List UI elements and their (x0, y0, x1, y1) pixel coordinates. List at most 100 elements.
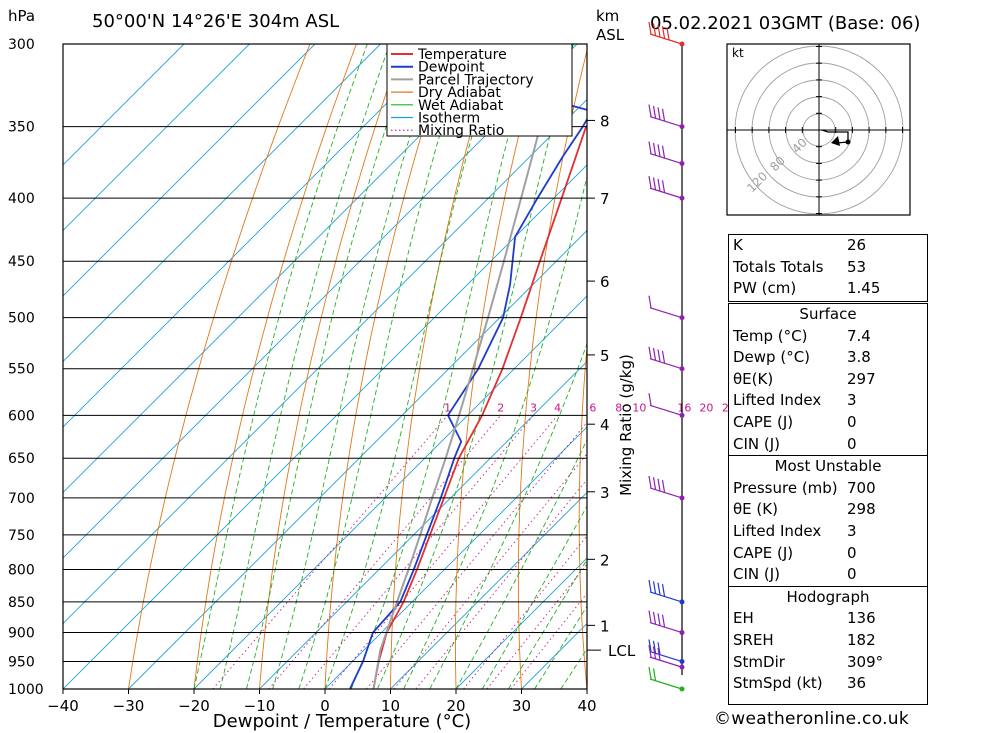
wind-barb-dot (679, 124, 685, 130)
most-unstable-label: θE (K) (733, 500, 778, 519)
wind-barb-flag (648, 104, 652, 117)
wind-barb-shaft (649, 650, 683, 663)
x-tick-label: −20 (178, 697, 210, 715)
mixing-ratio-line (366, 421, 587, 689)
surface-label: Temp (°C) (733, 326, 808, 345)
hodograph-stat-value: 36 (847, 674, 867, 693)
wind-barb-flag (652, 23, 657, 36)
isotherm-line (63, 44, 381, 363)
surface-value: 0 (847, 412, 857, 431)
hodograph-stat-label: SREH (733, 630, 774, 649)
mixing-ratio-line (415, 478, 587, 689)
wind-barb-flag (657, 24, 661, 37)
surface-value: 3.8 (847, 348, 871, 367)
wind-barb-dot (679, 195, 685, 201)
x-tick-label: −40 (47, 697, 79, 715)
mixing-ratio-line (303, 415, 534, 689)
hodograph-stats-section: Hodograph EH 136 SREH 182 StmDir 309° StmSpd (… (729, 585, 927, 695)
most-unstable-row: θE (K) 298 (729, 499, 927, 521)
index-row: K 26 (729, 235, 927, 257)
lcl-label: LCL (608, 642, 636, 660)
most-unstable-label: CAPE (J) (733, 543, 794, 562)
pressure-tick-label: 900 (8, 626, 35, 642)
most-unstable-row: CIN (J) 0 (729, 564, 927, 586)
pressure-tick-label: 350 (8, 120, 35, 136)
most-unstable-row: Pressure (mb) 700 (729, 478, 927, 500)
wind-barb-dot (679, 412, 685, 418)
index-row: PW (cm) 1.45 (729, 278, 927, 300)
wind-barb-flag (648, 610, 652, 623)
pressure-tick-label: 650 (8, 451, 35, 467)
legend-label: Wet Adiabat (418, 98, 504, 114)
wind-barb-flag (648, 666, 652, 680)
wind-barb-flag (657, 349, 661, 362)
wind-barb (648, 346, 685, 372)
height-tick-label: 8 (600, 112, 610, 130)
wind-barb-shaft (649, 33, 683, 45)
wind-barb-flag (648, 176, 652, 189)
wind-barb-flag (648, 393, 652, 406)
surface-label: Dewp (°C) (733, 348, 811, 367)
x-tick-label: 20 (446, 697, 465, 715)
wind-barb (648, 295, 685, 321)
wet-adiabat-line (455, 438, 587, 689)
surface-row: θE(K) 297 (729, 369, 927, 391)
wind-barb-dot (679, 664, 685, 670)
index-label: K (733, 236, 743, 254)
index-label: Totals Totals (733, 257, 824, 276)
isotherm-line (193, 295, 587, 689)
index-row: Totals Totals 53 (729, 257, 927, 279)
surface-row: Lifted Index 3 (729, 390, 927, 412)
wind-barb-dot (679, 599, 685, 605)
legend-label: Dewpoint (418, 60, 485, 76)
isotherm-line (63, 44, 250, 232)
mixing-ratio-line (328, 415, 558, 689)
wind-barb-flag (657, 178, 661, 192)
mixing-ratio-label: 20 (699, 401, 713, 414)
x-tick-label: −30 (113, 697, 145, 715)
wet-adiabat-line (298, 44, 468, 689)
pressure-tick-label: 850 (8, 595, 35, 611)
wind-barb-shaft (649, 621, 683, 634)
wind-barb (648, 610, 685, 636)
hodograph-stat-value: 182 (847, 630, 876, 649)
dry-adiabat-line (695, 44, 728, 689)
height-tick-label: 3 (600, 484, 610, 502)
location-title: 50°00'N 14°26'E 304m ASL (92, 11, 339, 32)
wind-barb-flag (652, 611, 657, 625)
isotherm-line (63, 44, 578, 559)
wind-barb-flag (661, 480, 666, 493)
index-value: 26 (847, 236, 867, 254)
wet-adiabat-line (376, 44, 574, 689)
dry-adiabat-line (128, 44, 311, 689)
wet-adiabat-line (272, 44, 440, 689)
wind-barb-dot (679, 686, 685, 692)
copyright-footer: ©weatheronline.co.uk (714, 709, 910, 729)
wind-barb-flag (661, 584, 666, 597)
surface-label: θE(K) (733, 369, 774, 388)
pressure-tick-label: 450 (8, 254, 35, 270)
wind-barb (648, 639, 685, 665)
hodograph-stat-value: 136 (847, 609, 876, 628)
wind-barb-flag (661, 180, 666, 193)
most-unstable-row: Lifted Index 3 (729, 521, 927, 543)
height-tick-label: 2 (600, 551, 610, 569)
most-unstable-value: 298 (847, 500, 876, 519)
pressure-tick-label: 600 (8, 408, 35, 424)
wind-barb (648, 176, 685, 201)
isotherm-line (63, 44, 316, 297)
x-tick-label: 30 (512, 697, 531, 715)
wind-barb (648, 104, 685, 130)
index-label: PW (cm) (733, 279, 797, 298)
wind-barb-shaft (649, 152, 683, 165)
pressure-tick-label: 400 (8, 191, 35, 207)
isotherm-line (259, 360, 587, 689)
wind-barb-dot (679, 366, 685, 372)
x-tick-label: 0 (320, 697, 330, 715)
mixing-ratio-label: 1 (444, 401, 451, 414)
isotherm-line (455, 557, 587, 689)
surface-section: Surface Temp (°C) 7.4 Dewp (°C) 3.8 θE(K) 297… (729, 304, 927, 455)
hodograph-stat-row: EH 136 (729, 608, 927, 630)
surface-label: Lifted Index (733, 391, 822, 410)
